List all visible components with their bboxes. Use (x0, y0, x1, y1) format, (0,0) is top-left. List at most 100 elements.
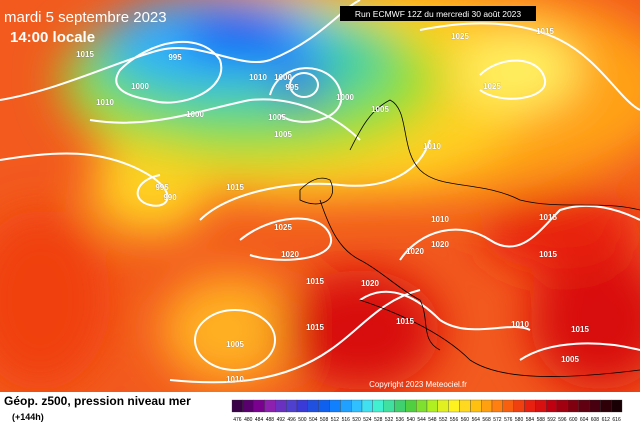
scale-swatch (578, 399, 590, 413)
isobar-label: 1010 (96, 98, 114, 107)
isobar-label: 1000 (131, 82, 149, 91)
scale-swatch (426, 399, 438, 413)
scale-swatch (567, 399, 579, 413)
isobar-label: 1000 (274, 73, 292, 82)
isobar-label: 1015 (539, 250, 557, 259)
scale-label: 612 (602, 417, 611, 423)
product-title: Géop. z500, pression niveau mer (4, 394, 191, 408)
scale-swatch (242, 399, 254, 413)
isobar-label: 1020 (406, 247, 424, 256)
isobar-label: 1015 (226, 183, 244, 192)
scale-swatch (502, 399, 514, 413)
scale-label: 564 (472, 417, 481, 423)
scale-label: 492 (277, 417, 286, 423)
isobar-label: 1005 (226, 340, 244, 349)
scale-label: 608 (591, 417, 600, 423)
scale-label: 596 (558, 417, 567, 423)
isobar-label: 995 (155, 183, 169, 192)
scale-swatch (448, 399, 460, 413)
scale-label: 604 (580, 417, 589, 423)
isobar-label: 1015 (76, 50, 94, 59)
isobar-label: 1010 (226, 375, 244, 384)
isobar-label: 1020 (281, 250, 299, 259)
isobar-label: 990 (163, 193, 177, 202)
scale-swatch (524, 399, 536, 413)
scale-swatch (231, 399, 243, 413)
scale-label: 584 (526, 417, 535, 423)
scale-swatch (307, 399, 319, 413)
scale-swatch (351, 399, 363, 413)
scale-label: 568 (482, 417, 491, 423)
isobar-label: 1010 (431, 215, 449, 224)
isobar-label: 1020 (361, 279, 379, 288)
scale-label: 508 (320, 417, 329, 423)
scale-swatch (470, 399, 482, 413)
scale-swatch (481, 399, 493, 413)
scale-swatch (383, 399, 395, 413)
isobar-label: 1015 (571, 325, 589, 334)
scale-label: 572 (493, 417, 502, 423)
scale-swatch (600, 399, 612, 413)
scale-label: 560 (461, 417, 470, 423)
scale-label: 484 (255, 417, 264, 423)
scale-label: 488 (266, 417, 275, 423)
scale-swatch (589, 399, 601, 413)
scale-label: 588 (537, 417, 546, 423)
isobar-label: 1005 (561, 355, 579, 364)
scale-swatch (372, 399, 384, 413)
scale-swatch (340, 399, 352, 413)
isobar-label: 1010 (511, 320, 529, 329)
scale-swatch (416, 399, 428, 413)
isobar-label: 1015 (536, 27, 554, 36)
isobar-label: 1005 (268, 113, 286, 122)
scale-swatch (329, 399, 341, 413)
scale-label: 512 (331, 417, 340, 423)
scale-label: 524 (363, 417, 372, 423)
run-box (340, 6, 536, 21)
scale-label: 520 (352, 417, 361, 423)
scale-label: 556 (450, 417, 459, 423)
scale-label: 476 (233, 417, 242, 423)
lead-time: (+144h) (12, 412, 44, 422)
scale-label: 580 (515, 417, 524, 423)
scale-swatch (296, 399, 308, 413)
isobar-label: 1010 (249, 73, 267, 82)
color-scale: 476 480 484 488 492 496 500 504 508 512 516 520 524 5… (231, 399, 623, 423)
scale-label: 552 (439, 417, 448, 423)
isobar-label: 1025 (451, 32, 469, 41)
scale-swatch (437, 399, 449, 413)
scale-swatch (286, 399, 298, 413)
isobar-label: 1015 (306, 277, 324, 286)
coastlines (299, 99, 640, 377)
scale-label: 600 (569, 417, 578, 423)
isobar-label: 1000 (186, 110, 204, 119)
scale-swatch (535, 399, 547, 413)
isobar-label: 1020 (431, 240, 449, 249)
date: mardi 5 septembre 2023 (4, 9, 167, 26)
scale-label: 592 (547, 417, 556, 423)
scale-swatch (405, 399, 417, 413)
scale-swatch (556, 399, 568, 413)
scale-swatch (318, 399, 330, 413)
scale-label: 548 (428, 417, 437, 423)
scale-label: 496 (287, 417, 296, 423)
run-info: Run ECMWF 12Z du mercredi 30 août 2023 (355, 9, 522, 19)
isobar-label: 1025 (483, 82, 501, 91)
isobar-label: 995 (285, 83, 299, 92)
scale-label: 540 (407, 417, 416, 423)
scale-swatch (513, 399, 525, 413)
scale-label: 532 (385, 417, 394, 423)
scale-label: 516 (342, 417, 351, 423)
isobar-label: 1005 (274, 130, 292, 139)
scale-swatch (394, 399, 406, 413)
scale-label: 500 (298, 417, 307, 423)
scale-swatch (459, 399, 471, 413)
scale-swatch (264, 399, 276, 413)
isobar-label: 1010 (423, 142, 441, 151)
scale-label: 544 (417, 417, 426, 423)
isobar-label: 1015 (306, 323, 324, 332)
time: 14:00 locale (10, 29, 95, 46)
isobar-label: 1025 (274, 223, 292, 232)
